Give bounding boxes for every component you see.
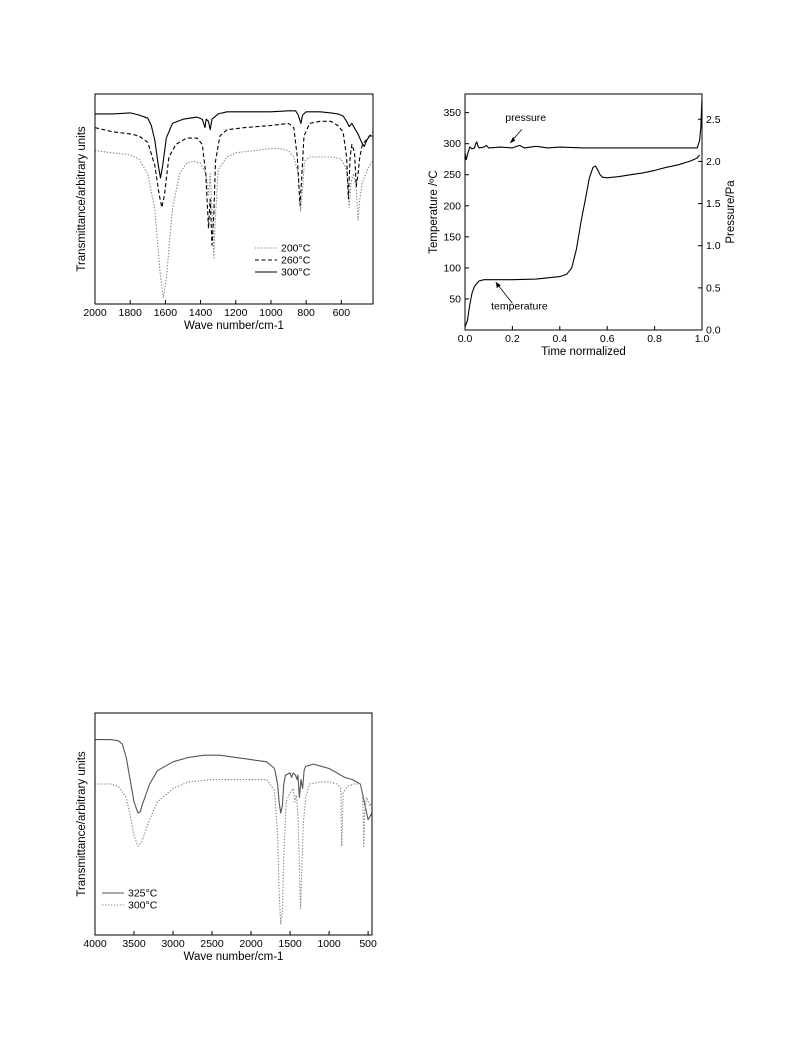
x-tick-label: 800: [297, 307, 315, 319]
series-line-left: [464, 154, 701, 328]
legend-label: 300°C: [281, 267, 311, 279]
series-line-325C: [95, 739, 373, 821]
legend-label: 325°C: [128, 888, 158, 900]
series-line-260C: [94, 120, 374, 246]
x-tick-label: 600: [333, 307, 351, 319]
y2-axis-label: Pressure/Pa: [725, 180, 737, 244]
x-tick-label: 4000: [83, 938, 107, 950]
plot-frame: [94, 712, 373, 936]
legend-label: 260°C: [281, 255, 311, 267]
annotation-temperature: temperature: [491, 301, 548, 313]
y2-tick-label: 0.0: [706, 325, 721, 337]
x-axis-ticks: 2000 1800 1600 1400 1200 1000 800 600: [83, 300, 350, 319]
y-tick-label: 200: [443, 200, 461, 212]
legend-label: 200°C: [281, 243, 311, 255]
x-tick-label: 1400: [189, 307, 213, 319]
x-tick-label: 1000: [259, 307, 283, 319]
x-tick-label: 0.6: [600, 333, 615, 345]
ftir-chart-bottom: 4000 3500 3000 2500 2000 1500 1000 500 325°C300…: [76, 712, 377, 963]
x-tick-label: 0.2: [505, 333, 520, 345]
series-line-300C: [95, 110, 373, 179]
y-axis-label: Transmittance/arbitrary units: [76, 126, 88, 272]
y-tick-label: 300: [443, 138, 461, 150]
y-tick-label: 50: [449, 293, 461, 305]
x-axis-label: Wave number/cm-1: [184, 951, 284, 963]
temperature-pressure-chart: 0.0 0.2 0.4 0.6 0.8 1.0 50100150200250300350 …: [428, 93, 737, 358]
legend-label: 300°C: [128, 900, 158, 912]
arrowhead-icon: [495, 282, 501, 289]
y-tick-label: 150: [443, 231, 461, 243]
x-tick-label: 3000: [161, 938, 185, 950]
x-axis-ticks: 0.0 0.2 0.4 0.6 0.8 1.0: [458, 326, 710, 345]
x-tick-label: 3500: [122, 938, 146, 950]
series-line-300C: [95, 779, 373, 925]
x-tick-label: 2500: [200, 938, 224, 950]
x-tick-label: 1200: [224, 307, 248, 319]
y2-tick-label: 2.0: [706, 156, 721, 168]
y2-tick-label: 1.0: [706, 240, 721, 252]
y2-tick-label: 1.5: [706, 198, 721, 210]
x-tick-label: 500: [359, 938, 377, 950]
arrowhead-icon: [510, 136, 516, 143]
x-tick-label: 1800: [119, 307, 143, 319]
series-line-right: [464, 98, 703, 161]
y-tick-label: 100: [443, 262, 461, 274]
ftir-chart-top-left: 2000 1800 1600 1400 1200 1000 800 600 200°C260°…: [76, 93, 374, 332]
x-axis-label: Wave number/cm-1: [184, 320, 284, 332]
y2-tick-label: 0.5: [706, 282, 721, 294]
x-tick-label: 2000: [239, 938, 263, 950]
y-axis-ticks: 50 100 150 200 250 300 350: [443, 107, 469, 305]
x-axis-label: Time normalized: [541, 346, 626, 358]
annotation-pressure: pressure: [505, 112, 546, 124]
y-tick-label: 250: [443, 169, 461, 181]
y-axis-label: Temperature /ºC: [428, 170, 440, 253]
y2-tick-label: 2.5: [706, 114, 721, 126]
x-tick-label: 1600: [154, 307, 178, 319]
y-axis-label: Transmittance/arbitrary units: [76, 751, 88, 897]
x-tick-label: 1.0: [695, 333, 710, 345]
x-tick-label: 0.0: [458, 333, 473, 345]
x-axis-ticks: 4000 3500 3000 2500 2000 1500 1000 500: [83, 931, 377, 950]
x-tick-label: 0.8: [647, 333, 662, 345]
annotations: pressure temperature: [491, 112, 548, 313]
y2-axis-ticks: 0.0 0.5 1.0 1.5 2.0 2.5: [698, 114, 721, 337]
plot-frame: [464, 93, 703, 331]
x-tick-label: 1000: [317, 938, 341, 950]
x-tick-label: 1500: [278, 938, 302, 950]
plot-frame: [94, 93, 374, 305]
x-tick-label: 2000: [83, 307, 107, 319]
series-line-200C: [94, 148, 374, 299]
y-tick-label: 350: [443, 107, 461, 119]
x-tick-label: 0.4: [552, 333, 567, 345]
